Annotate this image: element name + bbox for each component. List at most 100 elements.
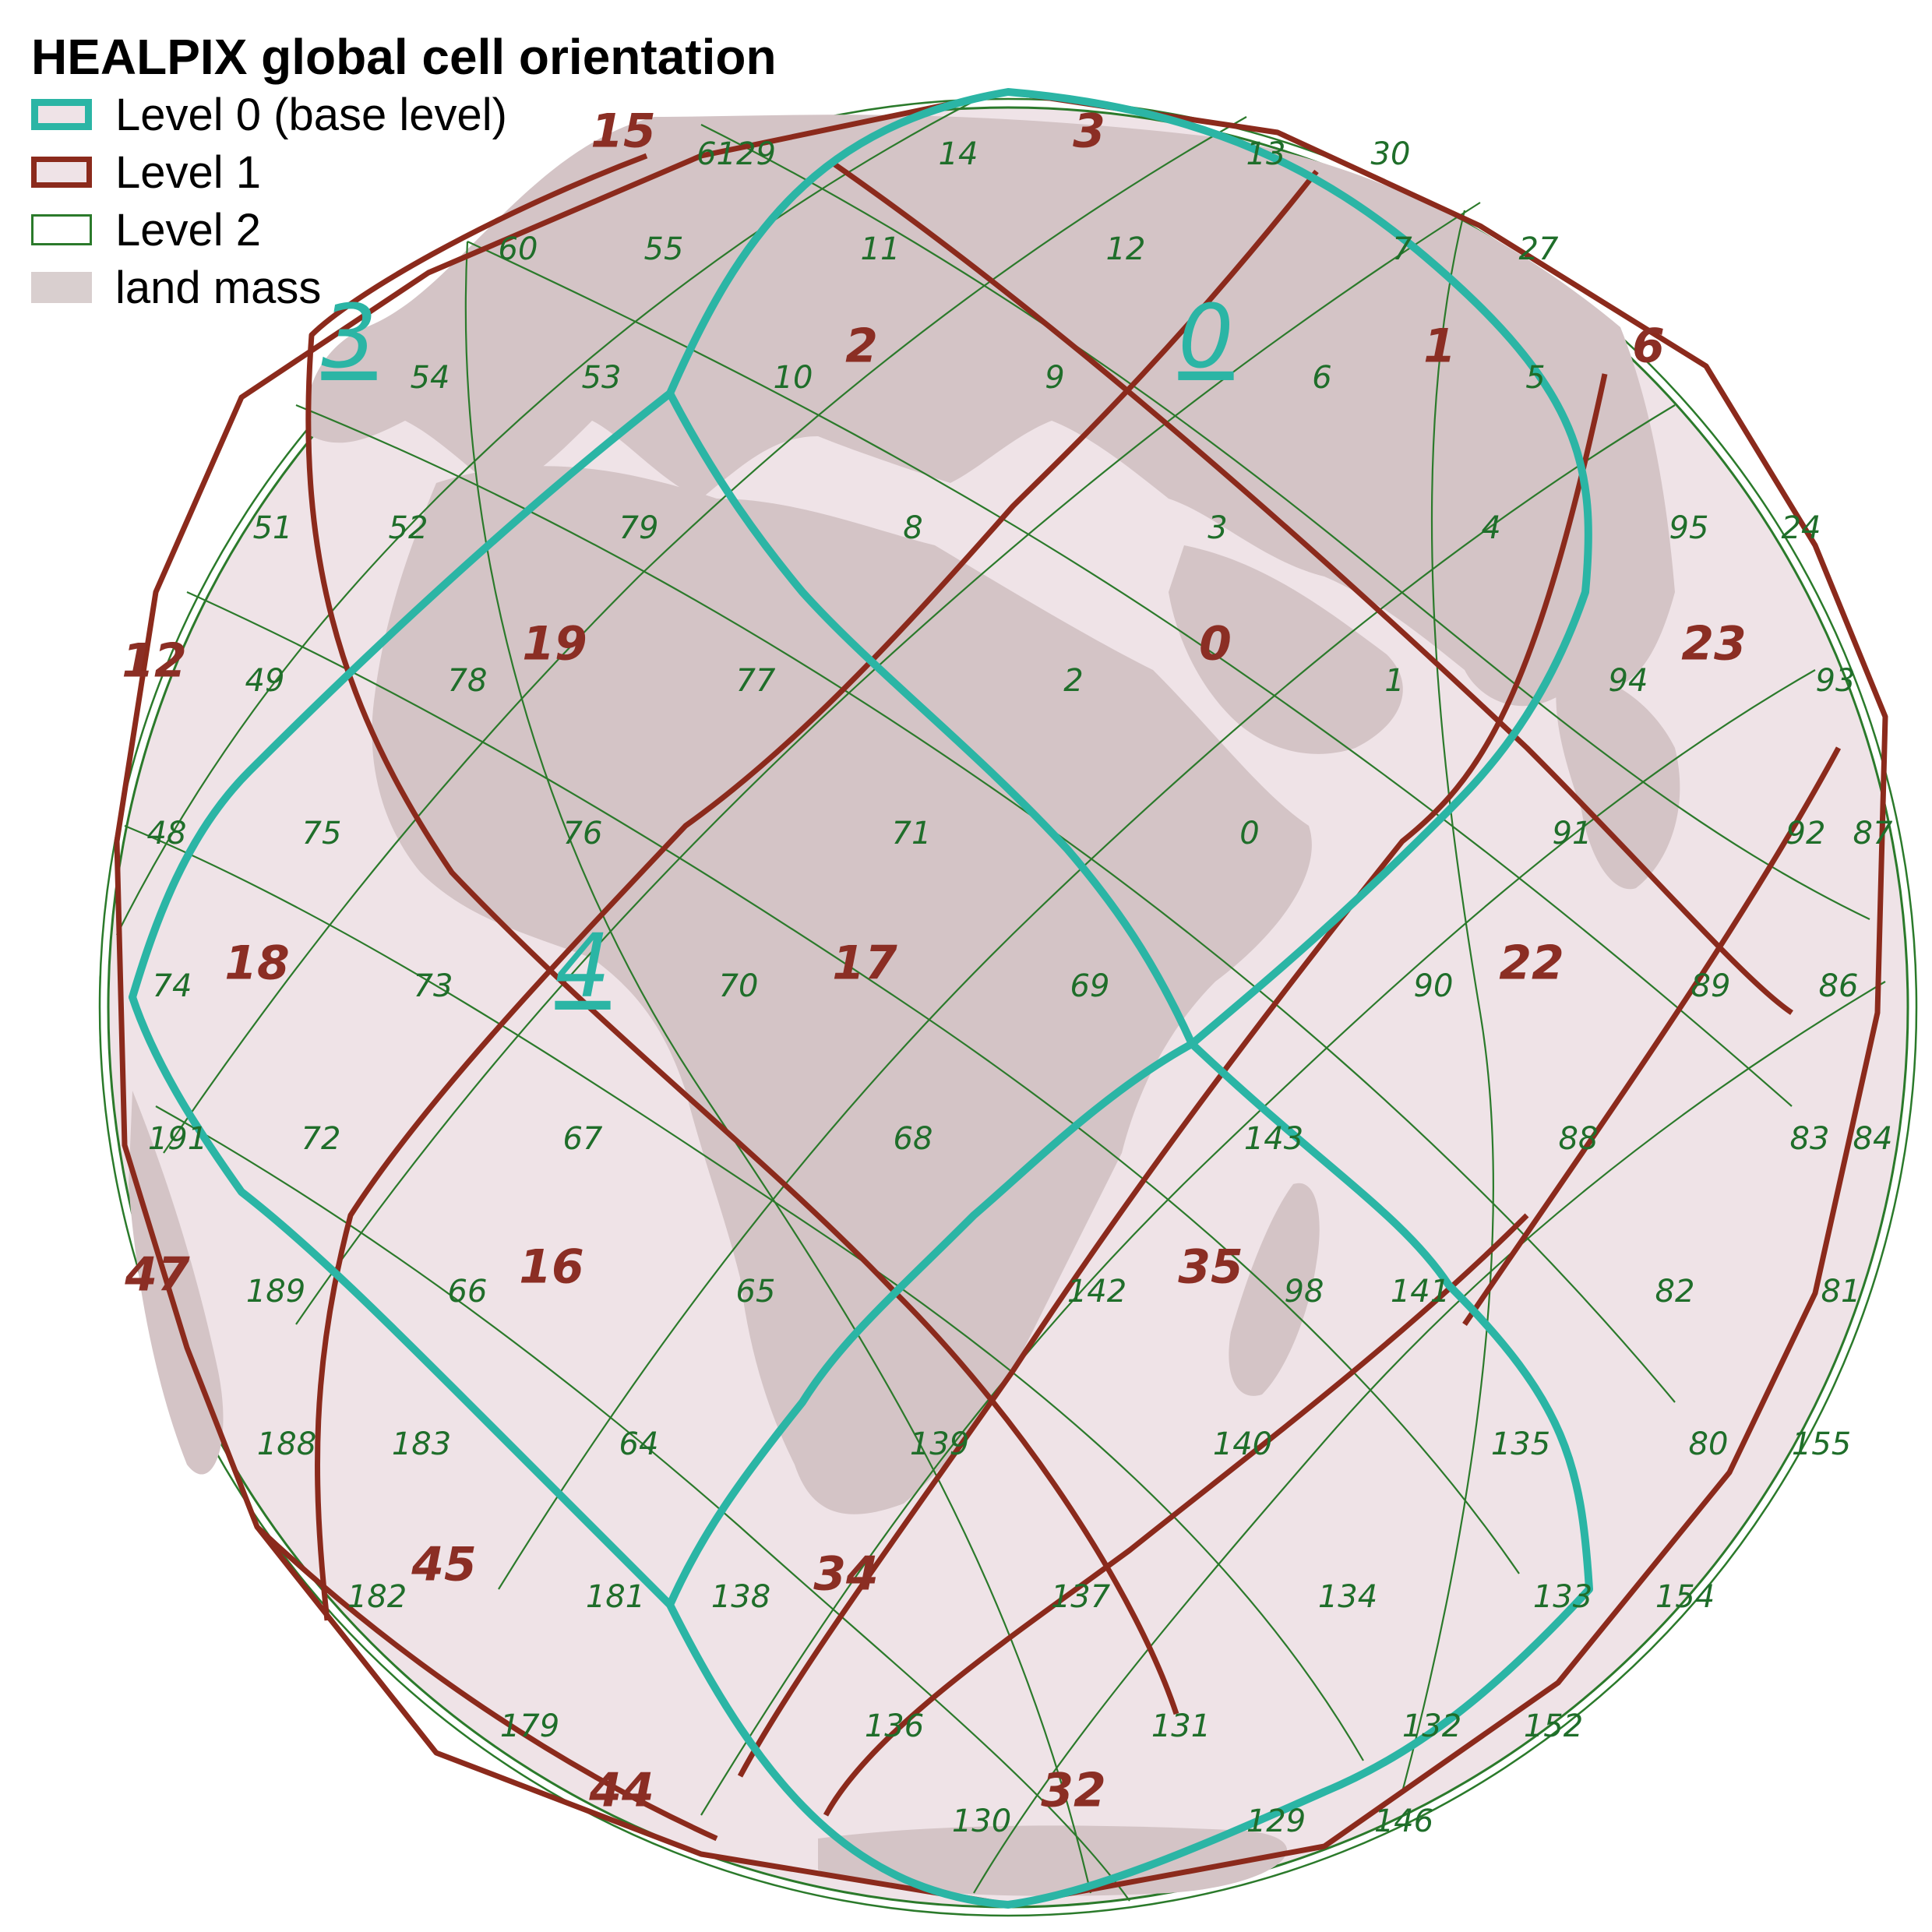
level2-cell-label: 9 xyxy=(1045,360,1064,396)
level1-cell-label: 12 xyxy=(122,634,187,689)
level2-cell-label: 81 xyxy=(1821,1274,1861,1310)
level2-cell-label: 90 xyxy=(1414,968,1454,1004)
level2-cell-label: 71 xyxy=(892,816,932,851)
level2-cell-label: 82 xyxy=(1655,1274,1695,1310)
level2-cell-label: 89 xyxy=(1691,968,1731,1004)
land-mass-layer xyxy=(129,115,1680,1896)
level2-line xyxy=(700,124,1870,920)
level2-cell-label: 139 xyxy=(910,1426,969,1462)
level2-cell-label: 8 xyxy=(903,510,922,546)
level2-cell-label: 67 xyxy=(563,1121,603,1157)
level2-cell-label: 60 xyxy=(499,231,538,267)
level0-face-3 xyxy=(129,390,674,1001)
level1-cell-label: 16 xyxy=(519,1240,584,1295)
globe-outer-rim xyxy=(98,97,1918,1917)
level2-cell-label: 88 xyxy=(1559,1121,1599,1157)
level2-cell-label: 11 xyxy=(861,231,901,267)
level2-cell-label: 4 xyxy=(1481,510,1500,546)
level2-cell-label: 130 xyxy=(952,1803,1011,1839)
legend-item-level0: Level 0 (base level) xyxy=(31,86,777,143)
level2-cell-label: 154 xyxy=(1655,1579,1715,1615)
level1-line xyxy=(823,1213,1529,1817)
level2-cell-label: 84 xyxy=(1853,1121,1893,1157)
level2-line xyxy=(464,241,1092,1894)
level2-cell-label: 3 xyxy=(1208,510,1227,546)
land-india xyxy=(1556,670,1680,890)
level2-cell-label: 65 xyxy=(736,1274,776,1310)
level1-cell-label: 44 xyxy=(588,1764,654,1818)
map-title: HEALPIX global cell orientation xyxy=(31,29,777,85)
land-antarctica xyxy=(818,1825,1288,1896)
level2-cell-label: 78 xyxy=(448,663,488,699)
level2-cell-label: 138 xyxy=(711,1579,770,1615)
level2-cell-label: 53 xyxy=(582,360,622,396)
level2-cell-label: 137 xyxy=(1051,1579,1111,1615)
level2-cell-label: 93 xyxy=(1816,663,1856,699)
level2-cell-label: 143 xyxy=(1244,1121,1303,1157)
legend-label-level1: Level 1 xyxy=(115,146,262,198)
level2-cell-label: 2 xyxy=(1063,663,1083,699)
level1-cell-label: 3 xyxy=(1073,104,1105,159)
level2-cell-label: 13 xyxy=(1246,136,1286,172)
level2-cell-label: 83 xyxy=(1790,1121,1830,1157)
land-arabia xyxy=(1169,545,1403,754)
level2-cell-label: 189 xyxy=(246,1274,305,1310)
level2-cell-label: 92 xyxy=(1786,816,1826,851)
level2-cell-label: 182 xyxy=(347,1579,407,1615)
level2-cell-label: 98 xyxy=(1285,1274,1324,1310)
legend-swatch-level2 xyxy=(31,214,92,245)
level2-cell-label: 5 xyxy=(1525,360,1545,396)
level2-cell-label: 146 xyxy=(1374,1803,1433,1839)
level2-cell-label: 133 xyxy=(1533,1579,1592,1615)
level2-cell-label: 87 xyxy=(1853,816,1893,851)
level0-cell-label: 0 xyxy=(1178,287,1233,388)
level2-cell-label: 73 xyxy=(414,968,453,1004)
level2-cell-label: 69 xyxy=(1070,968,1110,1004)
level2-line xyxy=(1401,210,1494,1793)
legend-label-level2: Level 2 xyxy=(115,204,262,256)
level2-cell-label: 132 xyxy=(1402,1708,1461,1744)
level1-cell-label: 34 xyxy=(813,1547,879,1602)
level2-cell-label: 95 xyxy=(1669,510,1709,546)
level2-line xyxy=(973,981,1886,1894)
level2-cell-label: 74 xyxy=(153,968,192,1004)
level2-cell-label: 152 xyxy=(1524,1708,1583,1744)
level2-line xyxy=(163,116,1247,1154)
legend-item-level1: Level 1 xyxy=(31,143,777,201)
level2-cell-label: 14 xyxy=(939,136,978,172)
level2-line xyxy=(186,591,1520,1574)
level2-cell-label: 54 xyxy=(411,360,450,396)
level2-cell-label: 70 xyxy=(719,968,759,1004)
level2-cell-label: 10 xyxy=(774,360,813,396)
legend-swatch-level1 xyxy=(31,157,92,188)
level0-diagonal xyxy=(666,1040,1196,1609)
level1-cell-label: 1 xyxy=(1423,319,1456,374)
legend-item-land-mass: land mass xyxy=(31,259,777,316)
level2-cell-label: 52 xyxy=(389,510,428,546)
level2-cell-label: 64 xyxy=(619,1426,659,1462)
legend-label-level0: Level 0 (base level) xyxy=(115,89,507,140)
level2-cell-label: 66 xyxy=(448,1274,488,1310)
legend-swatch-level0 xyxy=(31,99,92,130)
level1-line xyxy=(737,373,1608,1778)
legend: HEALPIX global cell orientation Level 0 … xyxy=(31,28,777,316)
level0-cell-label: 3 xyxy=(321,287,376,388)
level1-cell-label: 47 xyxy=(124,1248,190,1303)
level2-cell-label: 135 xyxy=(1491,1426,1550,1462)
level2-line xyxy=(295,404,1676,1403)
level2-cell-label: 91 xyxy=(1553,816,1592,851)
level1-cell-label: 19 xyxy=(522,617,587,672)
level2-cell-label: 49 xyxy=(245,663,285,699)
level0-grid xyxy=(129,88,1593,1909)
level2-cell-label: 129 xyxy=(1246,1803,1306,1839)
level1-cell-label: 35 xyxy=(1178,1240,1243,1295)
level2-cell-label: 191 xyxy=(148,1121,207,1157)
level1-line xyxy=(315,169,1319,1621)
level2-cell-label: 75 xyxy=(302,816,342,851)
level2-cell-label: 24 xyxy=(1782,510,1821,546)
level2-cell-label: 86 xyxy=(1819,968,1859,1004)
level2-line xyxy=(124,824,1364,1761)
level2-cell-label: 68 xyxy=(894,1121,933,1157)
